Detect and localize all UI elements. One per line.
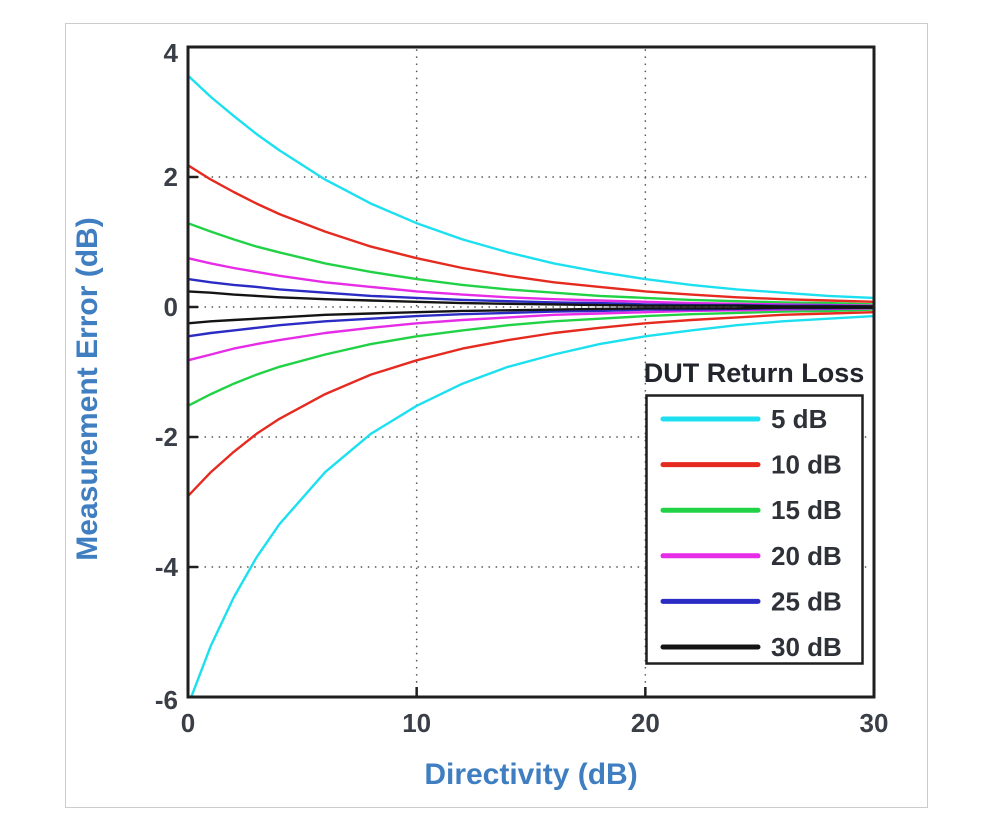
curve-5db-lower: [189, 314, 874, 697]
curve-30db-upper: [188, 290, 874, 308]
tick-layer: [186, 45, 876, 699]
x-axis-title: Directivity (dB): [424, 758, 637, 791]
plot-border: [186, 45, 876, 699]
legend-entry: 30 dB: [660, 632, 842, 662]
curve-5db-upper: [188, 74, 874, 300]
curve-10db-lower: [188, 311, 874, 498]
legend-title: DUT Return Loss: [644, 358, 865, 388]
y-tick-label: -4: [155, 552, 179, 582]
legend-entry: 10 dB: [660, 450, 842, 480]
curve-15db-lower: [188, 308, 874, 407]
legend-box: [645, 394, 864, 665]
y-tick-label: -2: [155, 422, 178, 452]
y-tick-label: -6: [155, 685, 178, 715]
legend-label-15db: 15 dB: [771, 495, 842, 525]
curve-10db-upper: [188, 164, 874, 303]
legend: DUT Return Loss 5 dB 10 dB 15 dB 20 dB 2…: [644, 358, 865, 665]
grid-layer: [190, 49, 872, 695]
legend-label-25db: 25 dB: [771, 586, 842, 616]
legend-label-20db: 20 dB: [771, 541, 842, 571]
y-axis-title: Measurement Error (dB): [71, 217, 104, 560]
legend-entry: 5 dB: [660, 404, 827, 434]
y-tick-label: 4: [164, 38, 179, 68]
tick-label-layer: 420-2-4-60 10 20 30: [155, 38, 889, 738]
legend-label-30db: 30 dB: [771, 632, 842, 662]
legend-entry: 25 dB: [660, 586, 842, 616]
x-tick-label: 0: [181, 708, 195, 738]
legend-entry: 20 dB: [660, 541, 842, 571]
y-tick-label: 0: [164, 292, 178, 322]
curve-layer: [188, 74, 874, 697]
legend-label-10db: 10 dB: [771, 450, 842, 480]
legend-label-5db: 5 dB: [771, 404, 827, 434]
x-tick-label: 20: [631, 708, 660, 738]
x-tick-label: 30: [860, 708, 889, 738]
curve-30db-lower: [188, 306, 874, 325]
curve-20db-lower: [188, 307, 874, 362]
curve-20db-upper: [188, 257, 874, 307]
x-tick-label: 10: [402, 708, 431, 738]
legend-entry: 15 dB: [660, 495, 842, 525]
y-tick-label: 2: [164, 162, 178, 192]
curve-15db-upper: [188, 221, 874, 306]
